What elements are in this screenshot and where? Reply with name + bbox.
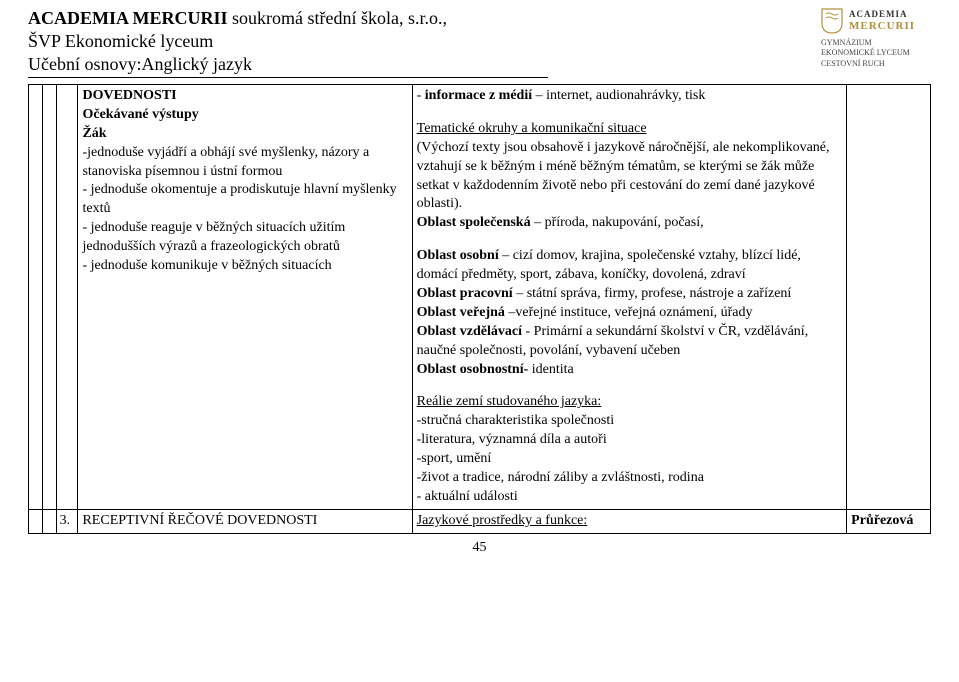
header-line1: ACADEMIA MERCURII soukromá střední škola… bbox=[28, 8, 821, 29]
info-rest: – internet, audionahrávky, tisk bbox=[532, 88, 705, 103]
realie-item: -sport, umění bbox=[417, 450, 843, 469]
spacer bbox=[417, 379, 843, 393]
oblast-line: Oblast společenská – příroda, nakupování… bbox=[417, 214, 843, 233]
spacer bbox=[417, 233, 843, 247]
heading-dovednosti: DOVEDNOSTI bbox=[82, 87, 407, 106]
shield-icon bbox=[821, 8, 843, 34]
logo-subtitles: GYMNÁZIUM EKONOMICKÉ LYCEUM CESTOVNÍ RUC… bbox=[821, 38, 931, 69]
cell-dovednosti: DOVEDNOSTI Očekávané výstupy Žák -jednod… bbox=[78, 85, 412, 510]
cell-receptivni: RECEPTIVNÍ ŘEČOVÉ DOVEDNOSTI bbox=[78, 509, 412, 533]
oblast-bold: Oblast společenská bbox=[417, 215, 531, 230]
bullet-2: - jednoduše okomentuje a prodiskutuje hl… bbox=[82, 181, 407, 219]
oblast-bold: Oblast osobní bbox=[417, 248, 499, 263]
subheading-tematicke: Tematické okruhy a komunikační situace bbox=[417, 120, 843, 139]
realie-item: -literatura, významná díla a autoři bbox=[417, 431, 843, 450]
logo-sub-2: EKONOMICKÉ LYCEUM bbox=[821, 48, 931, 58]
bullet-1: -jednoduše vyjádří a obhájí své myšlenky… bbox=[82, 144, 407, 182]
page-header: ACADEMIA MERCURII soukromá střední škola… bbox=[28, 8, 931, 78]
cell-empty bbox=[42, 85, 56, 510]
cell-empty bbox=[42, 509, 56, 533]
logo-sub-1: GYMNÁZIUM bbox=[821, 38, 931, 48]
realie-item: - aktuální události bbox=[417, 488, 843, 507]
curriculum-table: DOVEDNOSTI Očekávané výstupy Žák -jednod… bbox=[28, 84, 931, 534]
cell-num: 3. bbox=[56, 509, 78, 533]
oblast-line: Oblast osobní – cizí domov, krajina, spo… bbox=[417, 247, 843, 285]
info-line: - informace z médií – internet, audionah… bbox=[417, 87, 843, 106]
cell-jazykove: Jazykové prostředky a funkce: bbox=[412, 509, 847, 533]
spacer bbox=[417, 106, 843, 120]
cell-empty bbox=[29, 509, 43, 533]
heading-ocekavane: Očekávané výstupy bbox=[82, 106, 407, 125]
jp-head: Jazykové prostředky a funkce: bbox=[417, 513, 588, 528]
school-name-bold: ACADEMIA MERCURII bbox=[28, 8, 228, 28]
table-row: 3. RECEPTIVNÍ ŘEČOVÉ DOVEDNOSTI Jazykové… bbox=[29, 509, 931, 533]
intro-paragraph: (Výchozí texty jsou obsahově i jazykově … bbox=[417, 139, 843, 215]
bullet-3: - jednoduše reaguje v běžných situacích … bbox=[82, 219, 407, 257]
logo-text: ACADEMIA MERCURII bbox=[849, 9, 915, 33]
info-bold: informace z médií bbox=[425, 88, 532, 103]
logo-word-mercurii: MERCURII bbox=[849, 20, 915, 33]
school-name-rest: soukromá střední škola, s.r.o., bbox=[228, 8, 447, 28]
oblast-bold: Oblast veřejná bbox=[417, 305, 505, 320]
oblast-line: Oblast osobnostní- identita bbox=[417, 361, 843, 380]
oblast-bold: Oblast pracovní bbox=[417, 286, 513, 301]
logo-word-academia: ACADEMIA bbox=[849, 9, 915, 20]
oblast-rest: – příroda, nakupování, počasí, bbox=[531, 215, 704, 230]
header-line2: ŠVP Ekonomické lyceum bbox=[28, 31, 821, 52]
cell-num bbox=[56, 85, 78, 510]
table-row: DOVEDNOSTI Očekávané výstupy Žák -jednod… bbox=[29, 85, 931, 510]
cell-empty bbox=[29, 85, 43, 510]
heading-zak: Žák bbox=[82, 125, 407, 144]
cell-right-empty bbox=[847, 85, 931, 510]
oblast-bold: Oblast vzdělávací bbox=[417, 324, 522, 339]
oblast-line: Oblast vzdělávací - Primární a sekundárn… bbox=[417, 323, 843, 361]
school-logo: ACADEMIA MERCURII GYMNÁZIUM EKONOMICKÉ L… bbox=[821, 8, 931, 69]
subheading-realie: Reálie zemí studovaného jazyka: bbox=[417, 393, 843, 412]
header-line3: Učební osnovy:Anglický jazyk bbox=[28, 54, 548, 78]
header-left: ACADEMIA MERCURII soukromá střední škola… bbox=[28, 8, 821, 78]
realie-item: -život a tradice, národní záliby a zvláš… bbox=[417, 469, 843, 488]
logo-sub-3: CESTOVNÍ RUCH bbox=[821, 59, 931, 69]
oblast-line: Oblast pracovní – státní správa, firmy, … bbox=[417, 285, 843, 304]
bullet-4: - jednoduše komunikuje v běžných situací… bbox=[82, 257, 407, 276]
realie-item: -stručná charakteristika společnosti bbox=[417, 412, 843, 431]
page-number: 45 bbox=[28, 540, 931, 556]
oblast-rest: –veřejné instituce, veřejná oznámení, úř… bbox=[505, 305, 753, 320]
dash: - bbox=[417, 88, 425, 103]
oblast-rest: – státní správa, firmy, profese, nástroj… bbox=[513, 286, 792, 301]
cell-prurezova: Průřezová bbox=[847, 509, 931, 533]
oblast-rest: identita bbox=[528, 362, 574, 377]
oblast-bold: Oblast osobnostní- bbox=[417, 362, 529, 377]
cell-topics: - informace z médií – internet, audionah… bbox=[412, 85, 847, 510]
oblast-line: Oblast veřejná –veřejné instituce, veřej… bbox=[417, 304, 843, 323]
